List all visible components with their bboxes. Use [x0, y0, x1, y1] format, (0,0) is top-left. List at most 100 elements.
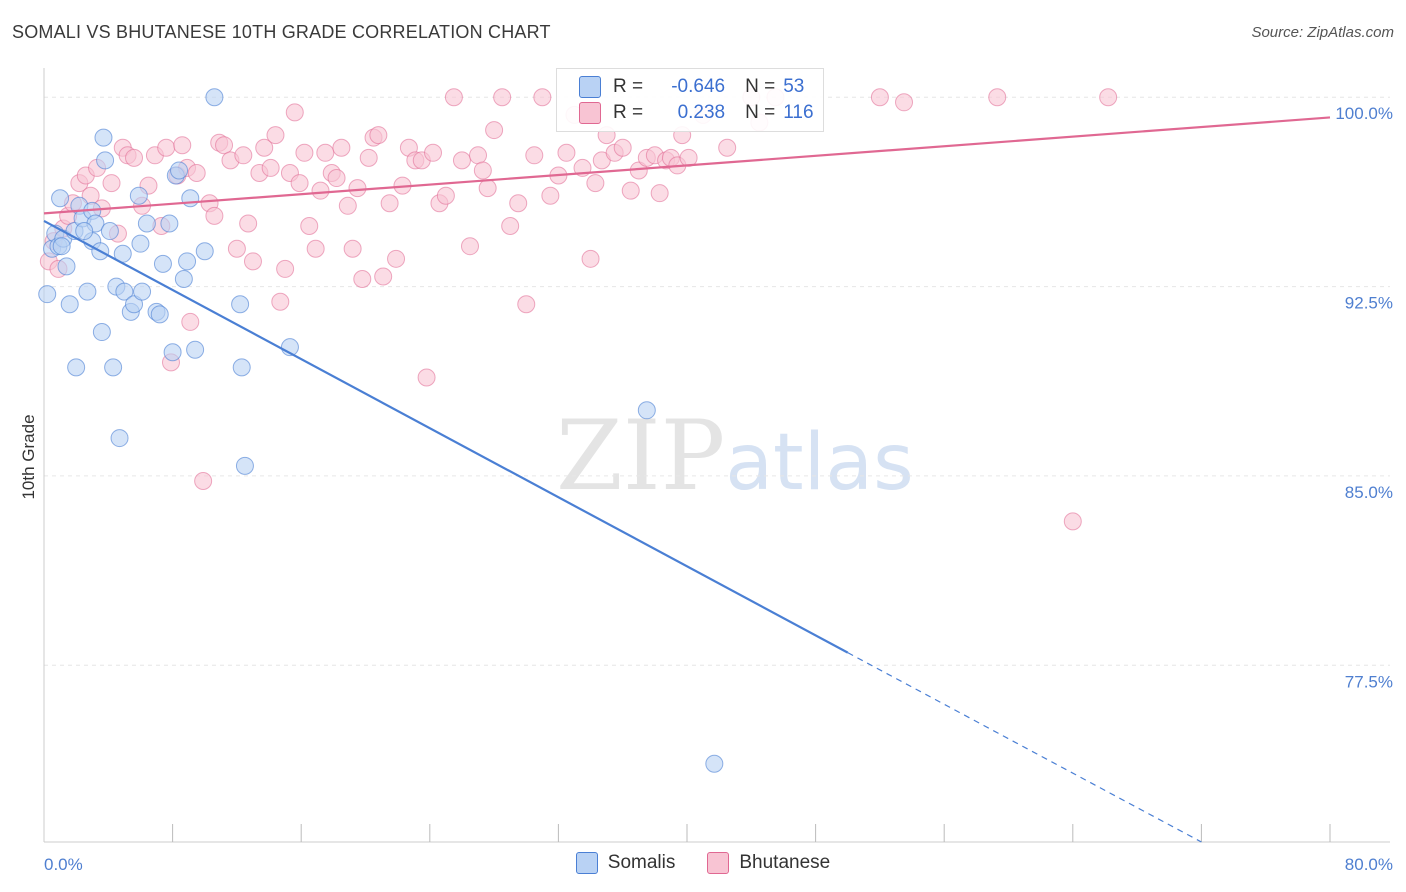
chart-title: SOMALI VS BHUTANESE 10TH GRADE CORRELATI…: [12, 22, 551, 42]
bhutanese-point: [613, 138, 632, 157]
somalis-point: [57, 257, 76, 276]
somalis-point: [92, 323, 111, 342]
bhutanese-point: [306, 239, 325, 258]
bhutanese-point: [387, 249, 406, 268]
gridlines: [44, 96, 1390, 666]
bhutanese-points: [39, 88, 1118, 531]
somalis-point: [115, 282, 134, 301]
bhutanese-point: [348, 179, 367, 198]
bhutanese-point: [353, 270, 372, 289]
somalis-trend-line: [43, 219, 849, 654]
bhutanese-point: [436, 186, 455, 205]
r-label: R =: [613, 76, 644, 97]
bhutanese-point: [509, 194, 528, 213]
bhutanese-point: [988, 88, 1007, 107]
somalis-point: [181, 189, 200, 208]
bhutanese-point: [485, 121, 504, 140]
bhutanese-swatch: [707, 852, 730, 874]
bhutanese-point: [205, 206, 224, 225]
somalis-point: [178, 252, 197, 271]
watermark: ZIPatlas: [556, 400, 914, 512]
somalis-point: [153, 254, 172, 273]
watermark-zip: ZIP: [556, 400, 726, 512]
r-label: R =: [613, 102, 644, 123]
somalis-point: [94, 128, 113, 147]
bhutanese-point: [173, 136, 192, 155]
somalis-point: [60, 295, 79, 314]
bhutanese-point: [650, 184, 669, 203]
tick-labels: 100.0% 92.5% 85.0% 77.5% 0.0% 80.0% 10th Grade: [19, 104, 1393, 874]
bhutanese-point: [276, 259, 295, 278]
bhutanese-point: [343, 239, 362, 258]
somalis-point: [131, 234, 150, 253]
legend-label-bhutanese: Bhutanese: [739, 852, 831, 873]
bhutanese-point: [581, 249, 600, 268]
somalis-point: [104, 358, 123, 377]
trend-lines: [43, 116, 1331, 843]
bhutanese-point: [102, 174, 121, 193]
somalis-point: [133, 282, 152, 301]
bhutanese-point: [478, 179, 497, 198]
legend-item-somalis[interactable]: Somalis: [575, 852, 675, 874]
bhutanese-point: [452, 151, 471, 170]
somalis-point: [186, 340, 205, 359]
somalis-point: [195, 242, 214, 261]
bhutanese-point: [586, 174, 605, 193]
bhutanese-point: [271, 292, 290, 311]
y-tick-label: 92.5%: [1345, 294, 1393, 313]
bhutanese-point: [1099, 88, 1118, 107]
somalis-point: [637, 401, 656, 420]
somalis-point: [78, 282, 97, 301]
bhutanese-point: [473, 161, 492, 180]
y-axis-label: 10th Grade: [19, 414, 38, 499]
somalis-point: [52, 237, 71, 256]
r-value: 0.238: [677, 102, 726, 123]
r-value: -0.646: [671, 76, 726, 97]
bhutanese-point: [621, 181, 640, 200]
somalis-points: [38, 88, 724, 773]
bhutanese-point: [187, 163, 206, 182]
bhutanese-point: [460, 237, 479, 256]
bhutanese-point: [261, 158, 280, 177]
legend-item-bhutanese[interactable]: Bhutanese: [707, 852, 830, 874]
legend-row-bhutanese: R = 0.238 N = 116: [579, 101, 814, 125]
bhutanese-point: [266, 126, 285, 145]
bhutanese-point: [525, 146, 544, 165]
somalis-swatch: [575, 852, 598, 874]
bhutanese-point: [718, 138, 737, 157]
legend-row-somalis: R = -0.646 N = 53: [579, 75, 804, 99]
n-value: 53: [783, 76, 805, 97]
bhutanese-point: [311, 181, 330, 200]
bhutanese-swatch: [579, 102, 601, 124]
bhutanese-point: [501, 217, 520, 235]
bhutanese-point: [285, 103, 304, 122]
n-label: N =: [745, 102, 776, 123]
n-value: 116: [783, 102, 814, 123]
somalis-point: [75, 222, 94, 241]
somalis-point: [232, 358, 251, 377]
somalis-point: [100, 222, 119, 241]
bhutanese-point: [255, 138, 274, 157]
bhutanese-point: [417, 368, 436, 387]
somalis-point: [160, 214, 179, 233]
x-tick-label: 0.0%: [44, 855, 83, 874]
somalis-point: [150, 305, 169, 324]
bhutanese-point: [300, 217, 319, 235]
somalis-point: [129, 186, 148, 205]
bhutanese-point: [870, 88, 889, 107]
legend-stats: R = -0.646 N = 53 R = 0.238 N = 116: [556, 68, 824, 132]
somalis-point: [705, 754, 724, 773]
bhutanese-point: [157, 138, 176, 157]
bhutanese-point: [557, 143, 576, 162]
somalis-point: [125, 295, 144, 314]
source-label: Source: ZipAtlas.com: [1251, 24, 1394, 41]
bhutanese-point: [194, 471, 213, 490]
bhutanese-trend-line: [43, 116, 1331, 215]
axes: [43, 68, 1390, 843]
bhutanese-point: [1063, 512, 1082, 531]
somalis-point: [96, 151, 115, 170]
bhutanese-point: [533, 88, 552, 107]
y-tick-label: 85.0%: [1345, 483, 1393, 502]
bhutanese-point: [234, 146, 253, 165]
somalis-point: [51, 189, 70, 208]
